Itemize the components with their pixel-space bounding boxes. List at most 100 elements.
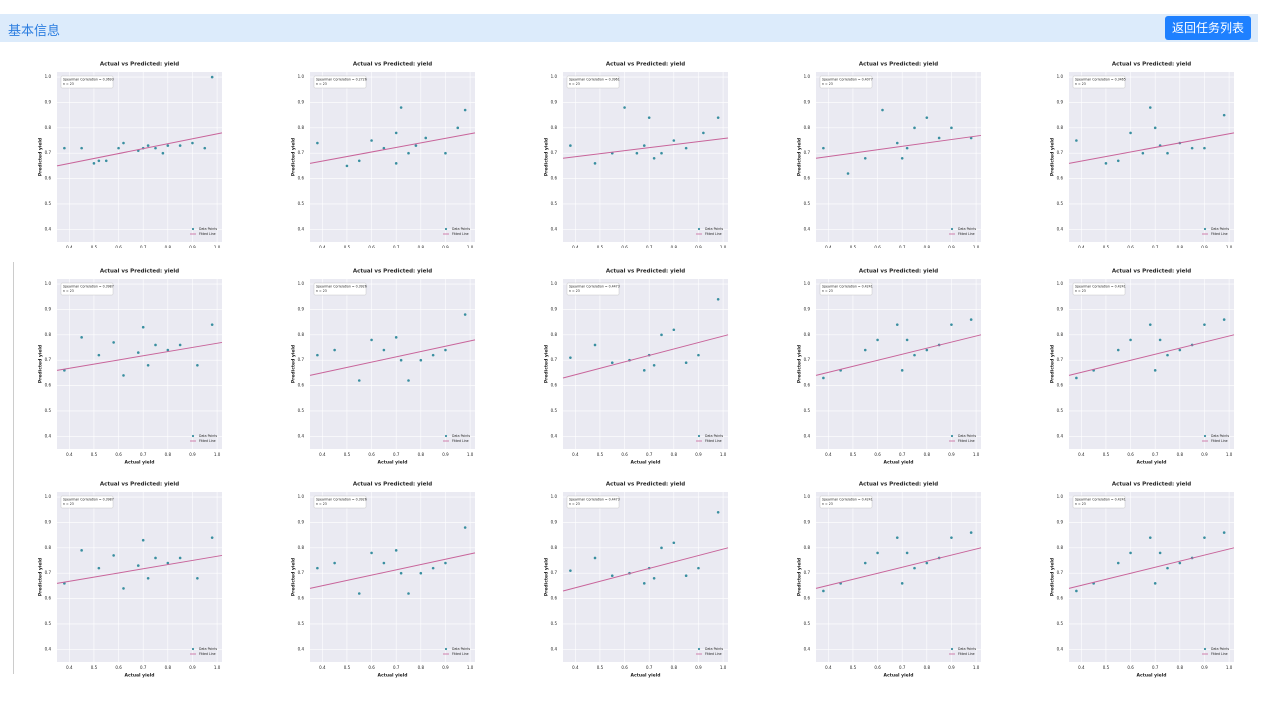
data-point bbox=[1190, 146, 1194, 150]
y-tick-label: 1.0 bbox=[298, 494, 305, 499]
data-point bbox=[1203, 323, 1206, 326]
annotation-text: n = 23 bbox=[316, 502, 327, 506]
x-tick-label: 0.4 bbox=[1078, 665, 1085, 670]
y-tick-label: 1.0 bbox=[45, 494, 52, 499]
x-tick-label: 0.7 bbox=[393, 452, 400, 457]
fitted-line bbox=[309, 132, 476, 164]
chart-title: Actual vs Predicted: yield bbox=[606, 269, 685, 275]
x-tick-label: 0.6 bbox=[1127, 452, 1134, 457]
data-point bbox=[716, 297, 720, 301]
x-tick-label: 0.7 bbox=[646, 665, 653, 670]
legend-label: Fitted Line bbox=[199, 652, 216, 656]
annotation-box bbox=[566, 495, 620, 509]
chart: Actual vs Predicted: yield 0.4 0.5 0.6 0.7 0.… bbox=[797, 62, 982, 248]
x-tick-label: 0.8 bbox=[671, 665, 678, 670]
data-point bbox=[407, 151, 410, 155]
data-point bbox=[419, 571, 423, 575]
x-tick-label: 0.6 bbox=[115, 245, 122, 248]
annotation-box bbox=[566, 282, 620, 296]
x-tick-label: 0.7 bbox=[646, 245, 653, 248]
chart-title: Actual vs Predicted: yield bbox=[606, 62, 685, 68]
data-point bbox=[642, 144, 646, 147]
annotation-box bbox=[1072, 282, 1126, 296]
data-point bbox=[104, 159, 108, 163]
x-tick-label: 0.5 bbox=[91, 452, 98, 457]
header-bar: 基本信息 返回任务列表 bbox=[0, 14, 1258, 42]
legend-label: Fitted Line bbox=[958, 652, 975, 656]
y-tick-label: 0.6 bbox=[298, 176, 305, 181]
fitted-line bbox=[56, 132, 223, 167]
data-point bbox=[1141, 151, 1145, 155]
y-tick-label: 0.4 bbox=[45, 226, 52, 231]
data-point bbox=[822, 376, 825, 380]
x-tick-label: 0.4 bbox=[572, 665, 579, 670]
data-point bbox=[370, 338, 373, 342]
data-point bbox=[370, 139, 373, 142]
y-tick-label: 0.6 bbox=[1057, 383, 1064, 388]
data-point bbox=[122, 141, 125, 145]
y-tick-label: 0.4 bbox=[551, 226, 558, 231]
data-point bbox=[178, 556, 182, 560]
data-point bbox=[316, 141, 319, 145]
data-point bbox=[196, 363, 199, 367]
y-tick-label: 0.6 bbox=[804, 596, 811, 601]
annotation-text: n = 23 bbox=[1075, 502, 1086, 506]
y-tick-label: 0.4 bbox=[804, 433, 811, 438]
y-axis-label: Predicted yield bbox=[544, 138, 550, 176]
fitted-line bbox=[815, 547, 982, 589]
plot-area bbox=[563, 492, 728, 662]
data-point bbox=[925, 348, 929, 352]
legend-swatch bbox=[444, 647, 448, 651]
plot-area bbox=[57, 279, 222, 449]
data-point bbox=[1116, 561, 1120, 565]
data-point bbox=[399, 106, 403, 109]
x-tick-label: 0.9 bbox=[695, 245, 702, 248]
x-tick-label: 0.9 bbox=[948, 665, 955, 670]
x-tick-label: 0.8 bbox=[671, 452, 678, 457]
chart-title: Actual vs Predicted: yield bbox=[100, 62, 179, 68]
y-tick-label: 0.7 bbox=[804, 570, 811, 575]
legend-label: Data Points bbox=[1211, 647, 1230, 651]
back-button[interactable]: 返回任务列表 bbox=[1165, 16, 1251, 40]
y-tick-label: 0.7 bbox=[551, 357, 558, 362]
annotation-text: n = 23 bbox=[822, 289, 833, 293]
fitted-line bbox=[562, 547, 729, 592]
legend-label: Fitted Line bbox=[199, 439, 216, 443]
data-point bbox=[900, 369, 904, 372]
y-tick-label: 0.7 bbox=[1057, 357, 1064, 362]
x-tick-label: 0.5 bbox=[597, 665, 604, 670]
y-tick-label: 0.4 bbox=[298, 646, 305, 651]
data-point bbox=[196, 576, 199, 580]
chart: Actual vs Predicted: yield 0.4 0.5 0.6 0.7 0.… bbox=[1050, 269, 1235, 466]
y-tick-label: 0.7 bbox=[45, 570, 52, 575]
annotation-text: Spearman Correlation = 0.4241 bbox=[822, 498, 873, 502]
annotation-text: n = 23 bbox=[822, 502, 833, 506]
annotation-text: Spearman Correlation = 0.4241 bbox=[1075, 285, 1126, 289]
legend-swatch bbox=[191, 227, 195, 231]
data-point bbox=[950, 126, 953, 130]
annotation-text: n = 23 bbox=[1075, 82, 1086, 86]
data-point bbox=[1075, 376, 1078, 380]
plot-area bbox=[57, 72, 222, 242]
annotation-text: n = 23 bbox=[63, 502, 74, 506]
data-point bbox=[210, 323, 214, 326]
annotation-text: Spearman Correlation = 0.4241 bbox=[1075, 498, 1126, 502]
y-tick-label: 0.4 bbox=[804, 646, 811, 651]
x-tick-label: 1.0 bbox=[973, 245, 980, 248]
y-tick-label: 0.8 bbox=[1057, 125, 1064, 130]
data-point bbox=[642, 582, 646, 585]
annotation-text: Spearman Correlation = 0.3926 bbox=[316, 285, 367, 289]
data-point bbox=[146, 363, 150, 367]
x-tick-label: 0.5 bbox=[850, 452, 857, 457]
x-axis-label: Actual yield bbox=[631, 460, 661, 466]
y-tick-label: 0.5 bbox=[804, 408, 811, 413]
x-tick-label: 1.0 bbox=[467, 665, 474, 670]
y-tick-label: 0.5 bbox=[1057, 201, 1064, 206]
data-point bbox=[569, 144, 572, 147]
data-point bbox=[569, 569, 572, 572]
data-point bbox=[80, 146, 83, 150]
data-point bbox=[1129, 338, 1132, 342]
data-point bbox=[716, 510, 720, 514]
data-point bbox=[382, 348, 386, 352]
data-point bbox=[146, 576, 150, 580]
